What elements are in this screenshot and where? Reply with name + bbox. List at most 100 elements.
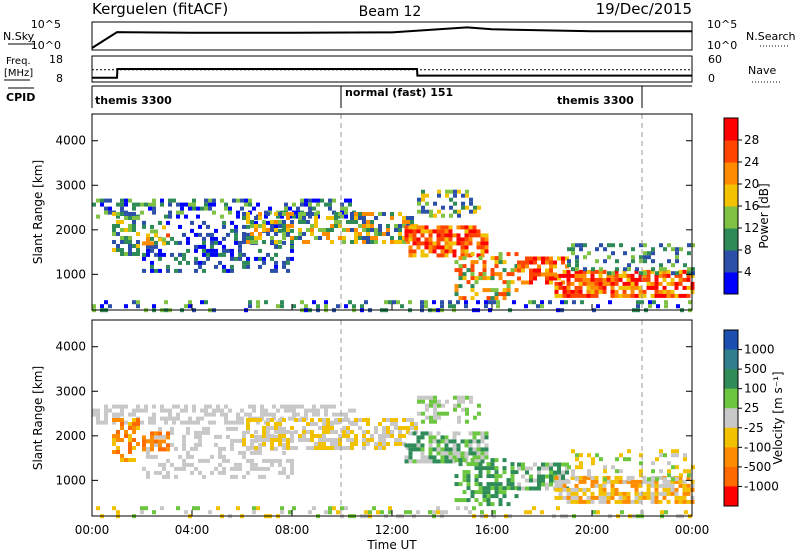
heatmap-cell [362, 236, 366, 240]
heatmap-cell [575, 477, 579, 482]
heatmap-cell [541, 256, 545, 261]
heatmap-cell [436, 237, 441, 242]
heatmap-cell [242, 454, 246, 459]
heatmap-cell [242, 240, 246, 244]
heatmap-cell [354, 442, 358, 446]
heatmap-cell [458, 498, 463, 503]
heatmap-cell [332, 506, 336, 511]
heatmap-cell [420, 431, 425, 436]
heatmap-cell [146, 244, 150, 249]
heatmap-cell [274, 438, 278, 442]
heatmap-cell [238, 466, 242, 471]
heatmap-cell [160, 408, 164, 413]
x-tick-label: 20:00 [575, 523, 610, 537]
heatmap-cell [132, 252, 136, 256]
heatmap-cell [212, 420, 216, 425]
heatmap-cell [428, 431, 433, 436]
heatmap-cell [302, 418, 306, 422]
heatmap-cell [578, 487, 583, 492]
heatmap-cell [230, 228, 234, 233]
heatmap-cell [162, 237, 166, 242]
colorbar-tick-label: 12 [744, 221, 759, 235]
heatmap-cell [378, 446, 382, 450]
heatmap-cell [314, 236, 318, 240]
heatmap-cell [226, 458, 230, 463]
heatmap-cell [553, 260, 557, 265]
heatmap-cell [675, 255, 679, 260]
heatmap-cell [362, 430, 366, 434]
heatmap-cell [484, 455, 489, 460]
heatmap-cell [457, 395, 461, 400]
heatmap-cell [517, 482, 521, 487]
heatmap-cell [198, 442, 202, 447]
heatmap-cell [202, 474, 206, 479]
y-tick-label: 1000 [55, 267, 86, 281]
heatmap-cell [404, 229, 409, 234]
heatmap-cell [188, 416, 192, 421]
heatmap-cell [598, 495, 603, 500]
heatmap-cell [144, 408, 148, 413]
heatmap-cell [402, 240, 406, 244]
heatmap-cell [404, 459, 409, 464]
heatmap-cell [278, 430, 282, 434]
heatmap-cell [154, 439, 158, 444]
heatmap-cell [639, 271, 643, 276]
heatmap-cell [428, 229, 433, 234]
heatmap-cell [366, 228, 370, 232]
colorbar-segment [724, 228, 738, 251]
heatmap-cell [466, 474, 471, 479]
heatmap-cell [502, 288, 507, 293]
heatmap-cell [198, 438, 202, 443]
heatmap-cell [417, 209, 421, 214]
x-axis-ticks: 00:00 04:00 08:00 12:00 16:00 20:00 00:00 [75, 304, 709, 537]
heatmap-cell [152, 210, 156, 215]
heatmap-cell [484, 451, 489, 456]
heatmap-cell [120, 418, 124, 422]
heatmap-cell [664, 304, 668, 309]
heatmap-cell [580, 300, 584, 305]
heatmap-cell [521, 260, 525, 265]
heatmap-cell [494, 478, 499, 483]
heatmap-cell [494, 490, 499, 495]
heatmap-cell [421, 209, 425, 214]
heatmap-cell [234, 466, 238, 471]
heatmap-cell [268, 206, 272, 211]
heatmap-cell [198, 470, 202, 475]
heatmap-cell [570, 495, 575, 500]
heatmap-cell [312, 198, 316, 203]
heatmap-cell [394, 426, 398, 430]
heatmap-cell [486, 474, 491, 479]
heatmap-cell [124, 202, 128, 207]
heatmap-cell [308, 214, 312, 219]
heatmap-cell [562, 495, 567, 500]
heatmap-cell [486, 276, 491, 281]
heatmap-cell [654, 495, 659, 500]
colorbar-tick-label: 20 [744, 177, 759, 191]
heatmap-cell [445, 193, 449, 198]
heatmap-cell [188, 206, 192, 211]
heatmap-cell [262, 260, 266, 265]
heatmap-cell [150, 439, 154, 444]
heatmap-cell [484, 443, 489, 448]
heatmap-cell [647, 477, 651, 482]
heatmap-cell [654, 285, 659, 290]
heatmap-cell [346, 228, 350, 232]
heatmap-cell [120, 454, 124, 458]
heatmap-cell [238, 450, 242, 455]
heatmap-cell [388, 510, 392, 515]
heatmap-cell [421, 189, 425, 194]
heatmap-cell [264, 408, 268, 413]
heatmap-cell [643, 259, 647, 264]
heatmap-cell [545, 482, 549, 487]
heatmap-cell [376, 510, 380, 515]
heatmap-cell [142, 447, 146, 452]
heatmap-cell [136, 422, 140, 426]
heatmap-cell [472, 451, 477, 456]
heatmap-cell [304, 408, 308, 413]
heatmap-cell [473, 209, 477, 214]
heatmap-cell [242, 450, 246, 455]
heatmap-cell [166, 474, 170, 479]
heatmap-cell [478, 490, 483, 495]
heatmap-cell [346, 438, 350, 442]
heatmap-cell [258, 442, 262, 447]
